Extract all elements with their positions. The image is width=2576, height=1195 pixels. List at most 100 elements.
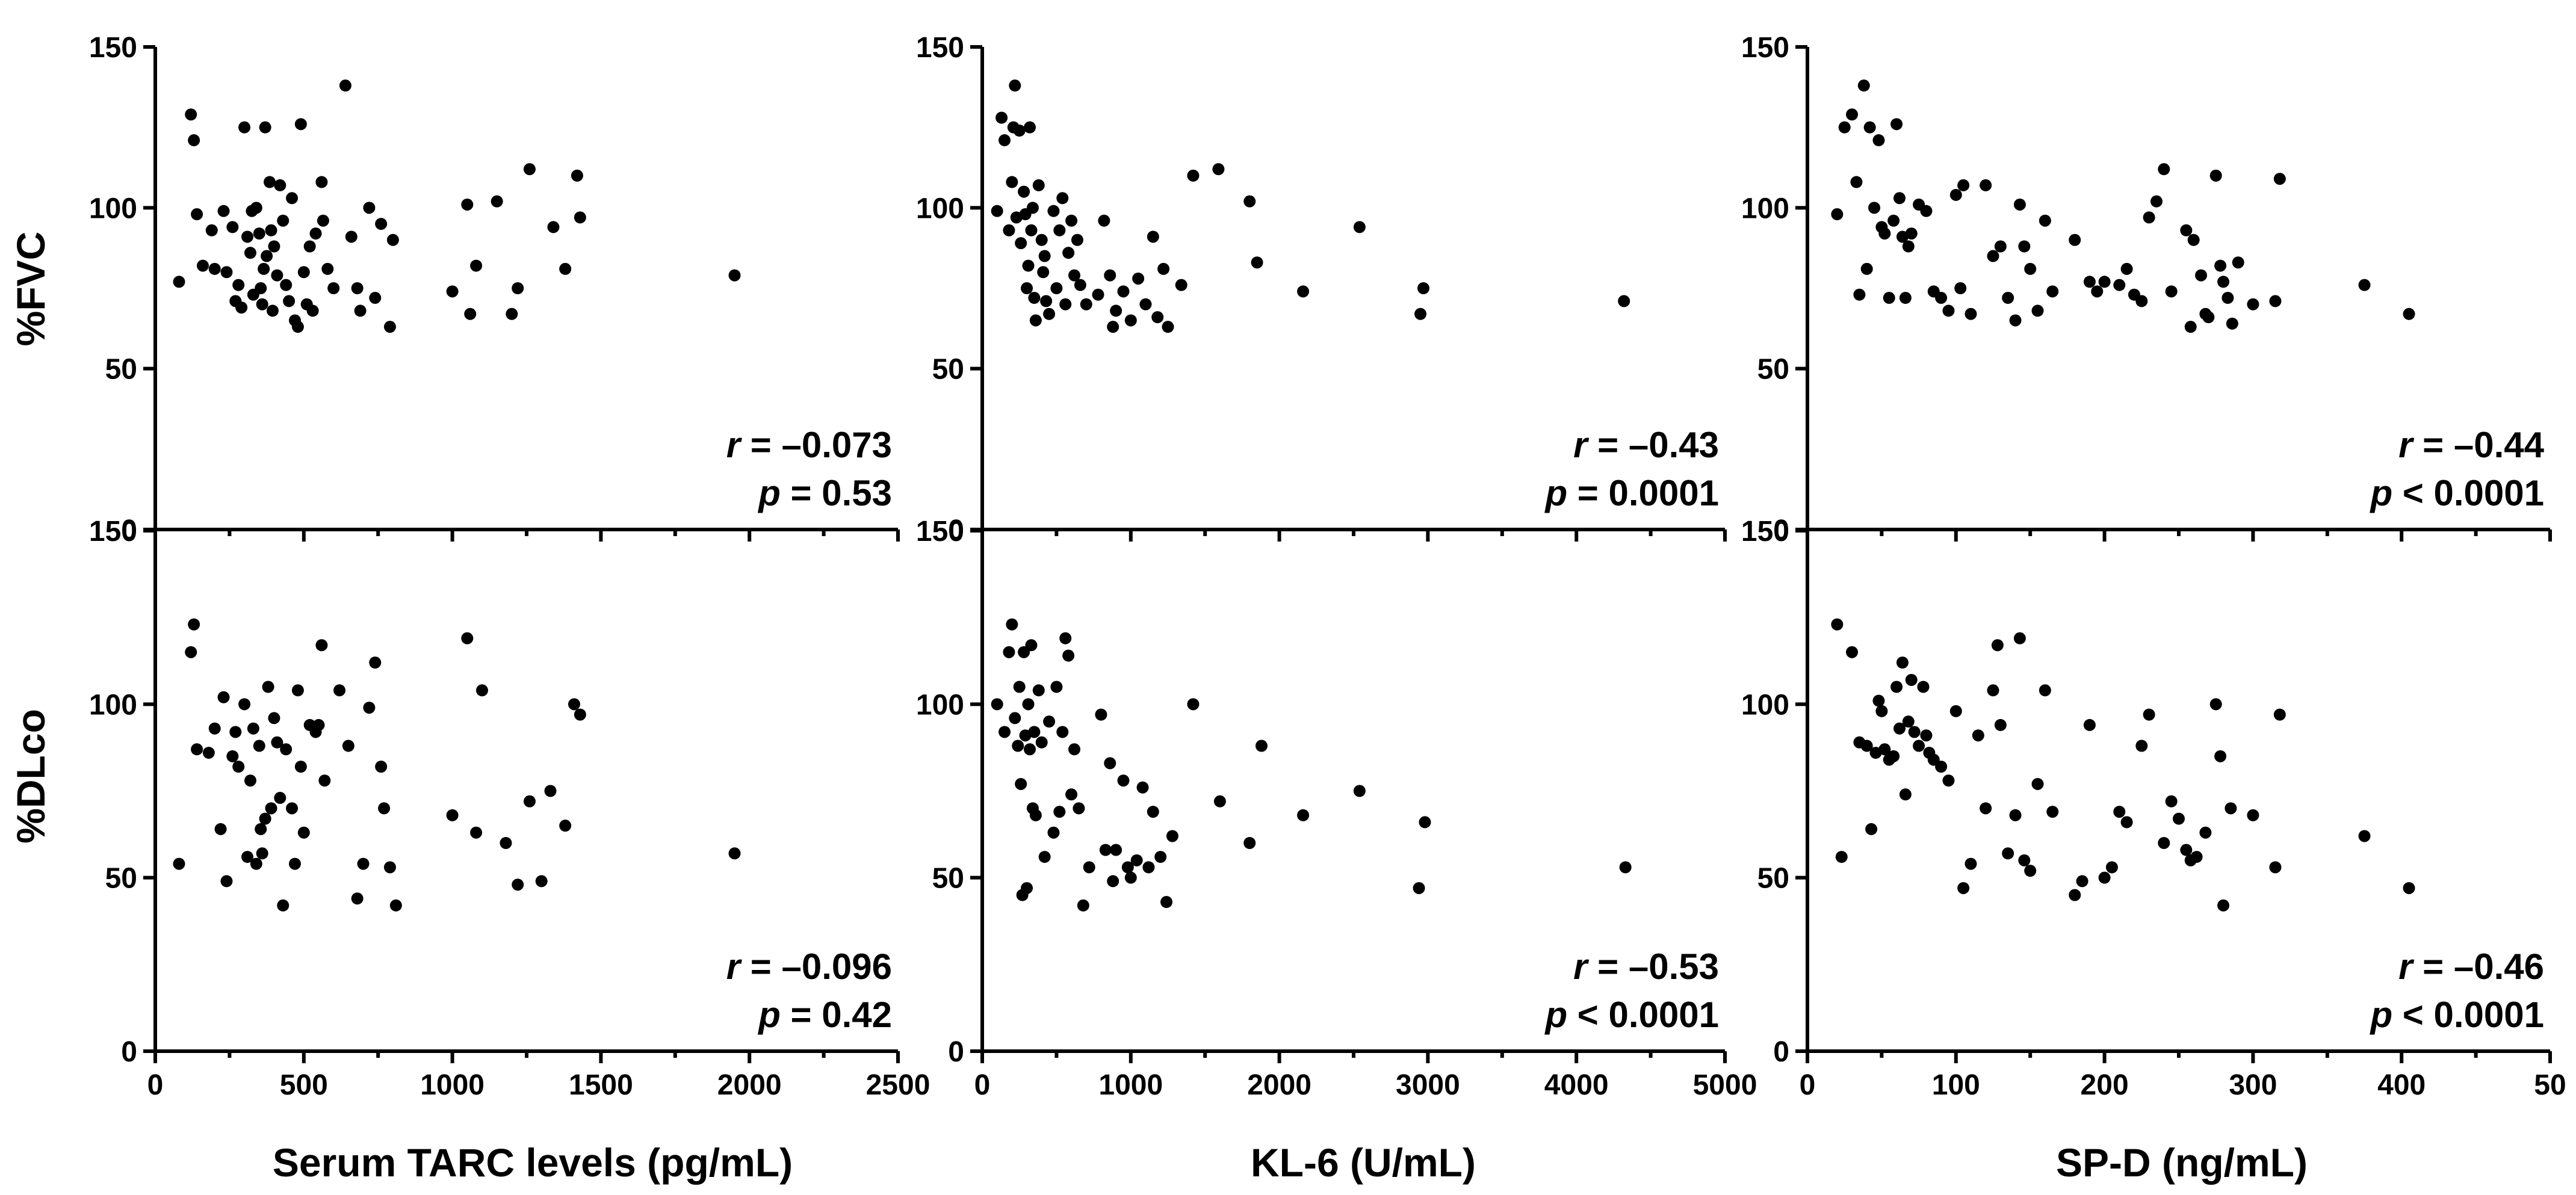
scatter-point (1006, 176, 1018, 188)
scatter-point (318, 774, 331, 787)
scatter-point (2158, 163, 2170, 176)
scatter-point (1863, 121, 1876, 134)
scatter-point (363, 202, 376, 214)
p-value: p = 0.42 (757, 995, 892, 1035)
scatter-point (1957, 179, 1970, 191)
scatter-point (1110, 304, 1122, 317)
scatter-point (512, 878, 524, 891)
scatter-panel-2: 0 50 100 150 r = –0.43 p = 0.0001 (916, 32, 1727, 546)
y-tick-label: 150 (1741, 32, 1789, 64)
scatter-point (1994, 240, 2007, 253)
scatter-point (1994, 718, 2007, 731)
y-tick-label: 50 (1757, 354, 1789, 386)
scatter-point (1006, 618, 1018, 631)
scatter-point (2195, 269, 2208, 282)
scatter-point (1935, 292, 1948, 304)
scatter-point (2135, 740, 2148, 752)
scatter-point (2180, 844, 2193, 856)
scatter-point (220, 266, 233, 279)
scatter-point (1121, 861, 1134, 874)
scatter-point (470, 259, 483, 272)
scatter-point (1035, 233, 1048, 246)
x-tick-label: 1000 (420, 1069, 485, 1101)
scatter-point (1980, 179, 1992, 191)
scatter-point (1028, 726, 1041, 738)
scatter-point (1860, 740, 1873, 752)
scatter-point (559, 820, 572, 832)
y-tick-label: 0 (1773, 514, 1789, 546)
scatter-point (238, 698, 251, 711)
scatter-point (2046, 806, 2059, 818)
scatter-point (1835, 851, 1848, 863)
scatter-point (2214, 259, 2227, 272)
x-tick-label: 5000 (1693, 1069, 1757, 1101)
scatter-point (2076, 875, 2088, 888)
correlation-r: r = –0.096 (726, 946, 892, 987)
scatter-point (2214, 750, 2227, 762)
scatter-point (261, 250, 273, 262)
scatter-point (1095, 708, 1107, 721)
scatter-point (217, 691, 230, 703)
p-value: p = 0.0001 (1544, 473, 1719, 513)
scatter-point (1890, 681, 1903, 693)
scatter-point (1965, 857, 1977, 870)
scatter-point (1850, 176, 1863, 188)
scatter-point (1905, 227, 1918, 240)
y-tick-label: 100 (1741, 689, 1789, 721)
scatter-point (244, 247, 256, 259)
scatter-point (256, 298, 268, 310)
scatter-point (188, 618, 200, 631)
scatter-point (1028, 292, 1041, 304)
scatter-point (1098, 214, 1110, 227)
scatter-point (235, 301, 248, 314)
scatter-point (2105, 861, 2118, 874)
scatter-point (378, 802, 391, 815)
y-tick-label: 150 (89, 32, 137, 64)
scatter-point (1059, 298, 1072, 310)
scatter-point (1949, 705, 1962, 717)
x-tick-label: 2000 (717, 1069, 782, 1101)
scatter-point (375, 761, 388, 773)
scatter-point (2018, 854, 2031, 866)
scatter-point (464, 307, 477, 320)
scatter-point (2002, 292, 2014, 304)
scatter-point (461, 632, 474, 644)
scatter-point (1890, 118, 1903, 131)
scatter-point (991, 205, 1003, 217)
scatter-point (1187, 698, 1200, 711)
scatter-point (2358, 830, 2371, 842)
scatter-point (226, 221, 239, 233)
scatter-point (265, 224, 277, 236)
scatter-point (1243, 837, 1256, 849)
scatter-point (2247, 809, 2259, 821)
scatter-point (1053, 806, 1066, 818)
scatter-point (1009, 712, 1021, 724)
scatter-point (1187, 169, 1200, 182)
scatter-point (1021, 882, 1033, 894)
scatter-point (2031, 777, 2044, 790)
scatter-point (2120, 816, 2133, 829)
scatter-point (253, 740, 265, 752)
scatter-point (1012, 740, 1024, 752)
scatter-point (2209, 169, 2222, 182)
scatter-point (268, 712, 280, 724)
scatter-point (1413, 882, 1425, 894)
scatter-point (1913, 740, 1925, 752)
scatter-point (1857, 79, 1870, 92)
scatter-point (1107, 875, 1119, 888)
scatter-point (1157, 262, 1170, 275)
scatter-point (2069, 233, 2081, 246)
x-tick-label: 0 (974, 1069, 991, 1101)
scatter-point (386, 233, 399, 246)
scatter-point (1018, 185, 1030, 198)
y-axis-title-fvc: %FVC (8, 232, 53, 347)
scatter-point (286, 192, 299, 205)
scatter-point (1038, 851, 1051, 863)
scatter-point (1124, 871, 1137, 884)
scatter-point (2217, 276, 2230, 288)
scatter-point (2187, 233, 2200, 246)
scatter-point (1065, 788, 1078, 801)
scatter-point (1875, 705, 1888, 717)
scatter-point (2024, 865, 2037, 877)
